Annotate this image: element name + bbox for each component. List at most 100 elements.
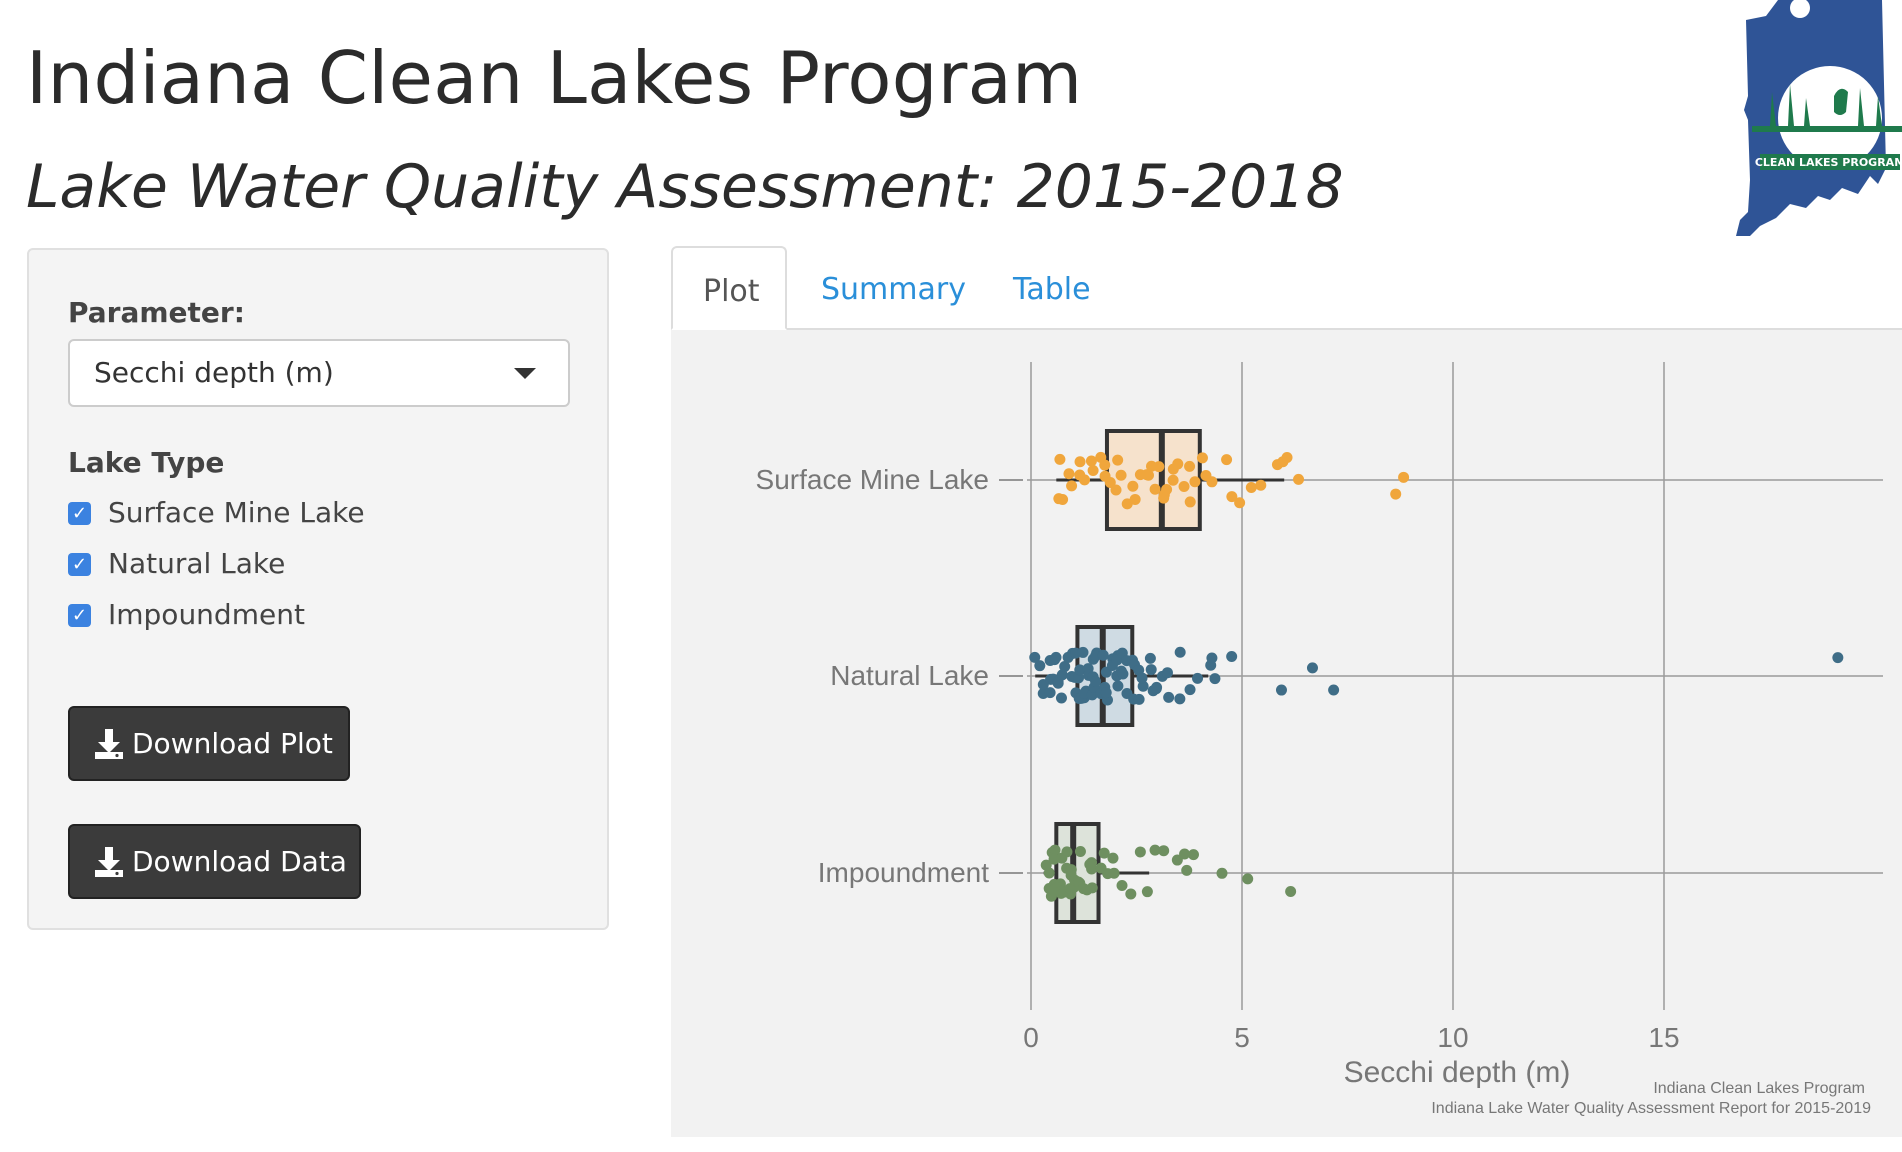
data-point [1145,664,1157,676]
data-point [1100,687,1112,699]
checkbox-label: Surface Mine Lake [108,496,365,529]
download-data-button[interactable]: Download Data [68,824,361,899]
data-point [1149,483,1161,495]
data-point [1141,886,1153,898]
download-plot-label: Download Plot [132,727,333,760]
data-point [1066,480,1078,492]
data-point [1044,687,1056,699]
checkbox-checked-icon[interactable]: ✓ [68,502,91,525]
parameter-select-value: Secchi depth (m) [94,356,334,389]
data-point [1112,680,1124,692]
tab-bar: Plot Summary Table [671,246,1902,330]
data-point [1196,452,1208,464]
data-point [1057,493,1069,505]
x-tick-label: 10 [1437,1022,1468,1053]
data-point [1125,888,1137,900]
download-plot-button[interactable]: Download Plot [68,706,350,781]
data-point [1242,873,1254,885]
page-subtitle: Lake Water Quality Assessment: 2015-2018 [26,152,1344,222]
checkbox-checked-icon[interactable]: ✓ [68,553,91,576]
x-tick-label: 0 [1023,1022,1039,1053]
svg-text:CLEAN LAKES PROGRAM: CLEAN LAKES PROGRAM [1755,156,1902,169]
data-point [1133,693,1145,705]
checkbox-label: Natural Lake [108,547,286,580]
data-point [1127,480,1139,492]
data-point [1234,497,1246,509]
secchi-boxplot-chart: Surface Mine Lake Natural Lake Impoundment… [756,362,1883,1117]
tab-summary[interactable]: Summary [787,246,983,330]
series-natural-lake [1029,625,1844,727]
download-icon [95,847,123,877]
data-point [1129,493,1141,505]
data-point [1158,845,1170,857]
data-point [1151,681,1163,693]
data-point [1174,646,1186,658]
data-point [1149,844,1161,856]
page-title: Indiana Clean Lakes Program [26,36,1083,120]
parameter-select[interactable]: Secchi depth (m) [68,339,570,407]
data-point [1216,867,1228,879]
data-point [1086,863,1098,875]
data-point [1184,496,1196,508]
download-icon [95,729,123,759]
data-point [1136,672,1148,684]
data-point [1056,669,1068,681]
data-point [1061,846,1073,858]
data-point [1097,649,1109,661]
clean-lakes-logo: CLEAN LAKES PROGRAM [1736,0,1902,236]
data-point [1079,474,1091,486]
data-point [1074,664,1086,676]
data-point [1206,476,1218,488]
data-point [1052,677,1064,689]
tab-table[interactable]: Table [983,246,1113,330]
checkbox-label: Impoundment [108,598,305,631]
data-point [1110,484,1122,496]
sidebar-panel: Parameter: Secchi depth (m) Lake Type ✓ … [27,248,609,930]
data-point [1206,652,1218,664]
checkbox-checked-icon[interactable]: ✓ [68,604,91,627]
data-point [1074,846,1086,858]
data-point [1390,488,1402,500]
data-point [1221,454,1233,466]
data-point [1172,458,1184,470]
data-point [1115,469,1127,481]
data-point [1153,461,1165,473]
data-point [1107,852,1119,864]
data-point [1158,492,1170,504]
data-point [1192,672,1204,684]
series-impoundment [1040,822,1297,924]
data-point [1087,464,1099,476]
x-axis-label: Secchi depth (m) [1344,1056,1571,1089]
data-point [1181,864,1193,876]
tab-summary-label: Summary [821,272,966,307]
data-point [1074,456,1086,468]
data-point [1306,662,1318,674]
data-point [1043,867,1055,879]
data-point [1163,691,1175,703]
lake-type-label: Lake Type [68,446,225,479]
y-tick-label: Impoundment [818,857,989,888]
data-point [1161,483,1173,495]
data-point [1144,652,1156,664]
plot-panel: Surface Mine Lake Natural Lake Impoundment… [671,330,1902,1137]
tab-plot[interactable]: Plot [671,246,787,330]
y-tick-label: Natural Lake [830,660,989,691]
data-point [1178,481,1190,493]
series-surface-mine-lake [1053,429,1410,531]
data-point [1398,471,1410,483]
chart-caption-line-2: Indiana Lake Water Quality Assessment Re… [1431,1100,1871,1117]
tab-plot-label: Plot [703,274,760,309]
data-point [1059,661,1071,673]
data-point [1161,667,1173,679]
x-tick-label: 5 [1234,1022,1250,1053]
data-point [1245,482,1257,494]
data-point [1209,673,1221,685]
data-point [1167,474,1179,486]
data-point [1275,684,1287,696]
data-point [1104,477,1116,489]
data-point [1077,646,1089,658]
data-point [1085,455,1097,467]
y-tick-label: Surface Mine Lake [756,464,989,495]
chart-caption-line-1: Indiana Clean Lakes Program [1653,1080,1865,1097]
data-point [1137,680,1149,692]
